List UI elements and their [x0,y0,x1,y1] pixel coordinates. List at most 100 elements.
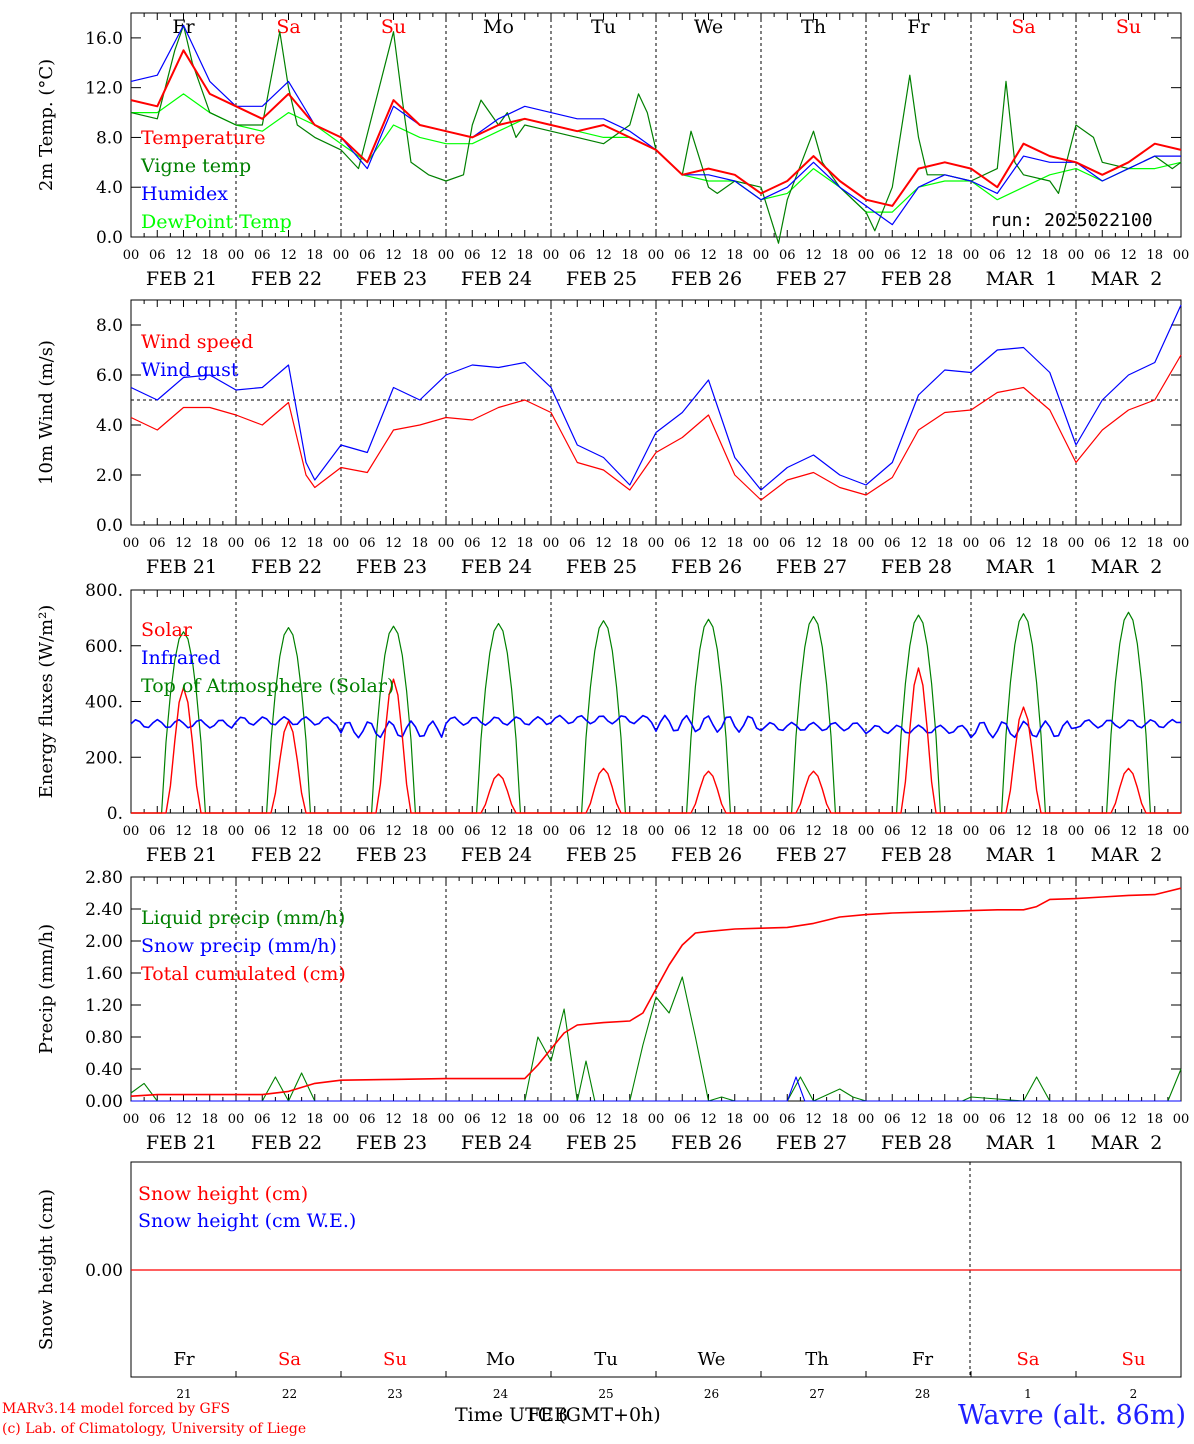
hour-tick-label: 00 [753,248,770,263]
legend-solar: Solar [141,619,193,641]
hour-tick-label: 18 [1146,248,1163,263]
date-label: FEB 25 [566,1132,637,1154]
y-tick-label: 8.0 [96,316,123,336]
hour-tick-label: 18 [831,824,848,839]
hour-tick-label: 00 [753,824,770,839]
hour-tick-label: 12 [805,824,822,839]
y-tick-label: 12.0 [85,79,123,99]
hour-tick-label: 18 [726,536,743,551]
date-label: FEB 25 [566,268,637,290]
hour-tick-label: 18 [726,824,743,839]
y-tick-label: 16.0 [85,29,123,49]
time-axis-label: Time UTC (GMT+0h) FEB [455,1404,661,1426]
hour-tick-label: 06 [359,1112,376,1127]
hour-tick-label: 06 [1094,536,1111,551]
hour-tick-label: 00 [123,824,140,839]
hour-tick-label: 12 [490,536,507,551]
footer-copyright: (c) Lab. of Climatology, University of L… [2,1421,307,1437]
date-label: FEB 25 [566,556,637,578]
panel-1 [130,12,1182,238]
hour-tick-label: 18 [621,1112,638,1127]
hour-tick-label: 18 [1041,536,1058,551]
day-name-label: Sa [1011,16,1035,38]
date-label: FEB 27 [776,556,847,578]
y-tick-label: 400. [85,693,123,713]
y-tick-label: 800. [85,581,123,601]
date-label: FEB 23 [356,1132,427,1154]
date-label: FEB 22 [251,844,322,866]
hour-tick-label: 12 [1120,536,1137,551]
snow-day-number: 24 [493,1387,509,1401]
hour-tick-label: 12 [700,248,717,263]
hour-tick-label: 00 [858,1112,875,1127]
hour-tick-label: 06 [254,824,271,839]
date-label: FEB 27 [776,844,847,866]
hour-tick-label: 18 [1146,1112,1163,1127]
hour-tick-label: 00 [123,248,140,263]
hour-tick-label: 18 [831,248,848,263]
hour-tick-label: 00 [963,248,980,263]
hour-tick-label: 18 [411,248,428,263]
hour-tick-label: 12 [490,824,507,839]
day-name-label: Fr [907,16,930,38]
hour-tick-label: 06 [779,536,796,551]
hour-tick-label: 12 [700,824,717,839]
hour-tick-label: 18 [1146,536,1163,551]
hour-tick-label: 18 [621,248,638,263]
hour-tick-label: 00 [228,824,245,839]
date-label: FEB 28 [881,556,952,578]
date-label: MAR 1 [986,268,1058,290]
date-label: FEB 23 [356,268,427,290]
hour-tick-label: 00 [1068,536,1085,551]
hour-tick-label: 12 [1015,824,1032,839]
legend-snow-precip-mm-h-: Snow precip (mm/h) [141,935,337,957]
hour-tick-label: 00 [1068,1112,1085,1127]
legend-wind-speed: Wind speed [141,331,253,353]
legend-vigne-temp: Vigne temp [140,155,251,177]
hour-tick-label: 00 [228,536,245,551]
legend-snow-height-cm-: Snow height (cm) [138,1183,308,1205]
hour-tick-label: 06 [254,248,271,263]
hour-tick-label: 00 [123,1112,140,1127]
hour-tick-label: 12 [385,536,402,551]
hour-tick-label: 12 [175,824,192,839]
hour-tick-label: 00 [543,536,560,551]
date-label: FEB 28 [881,844,952,866]
snow-day-name: Sa [1016,1349,1039,1370]
day-name-label: Th [801,16,826,38]
date-label: FEB 22 [251,1132,322,1154]
hour-tick-label: 12 [1015,536,1032,551]
hour-tick-label: 12 [595,536,612,551]
hour-tick-label: 06 [884,248,901,263]
hour-tick-label: 12 [805,536,822,551]
y-axis-label: Snow height (cm) [36,1189,57,1350]
footer-credit: MARv3.14 model forced by GFS (c) Lab. of… [2,1399,306,1439]
date-label: FEB 26 [671,556,742,578]
hour-tick-label: 00 [1173,536,1190,551]
hour-tick-label: 18 [516,1112,533,1127]
hour-tick-label: 18 [411,824,428,839]
hour-tick-label: 06 [359,824,376,839]
legend-liquid-precip-mm-h-: Liquid precip (mm/h) [141,907,345,929]
hour-tick-label: 06 [569,536,586,551]
hour-tick-label: 06 [149,248,166,263]
y-tick-label: 4.0 [96,178,123,198]
time-axis-overlay: FEB [527,1404,569,1426]
hour-tick-label: 06 [464,824,481,839]
hour-tick-label: 18 [411,536,428,551]
legend-snow-height-cm-w-e-: Snow height (cm W.E.) [138,1210,356,1232]
hour-tick-label: 12 [1015,248,1032,263]
hour-tick-label: 00 [543,248,560,263]
hour-tick-label: 18 [726,248,743,263]
hour-tick-label: 12 [595,824,612,839]
y-axis-label: 2m Temp. (°C) [36,59,57,191]
hour-tick-label: 00 [963,1112,980,1127]
hour-tick-label: 06 [674,536,691,551]
hour-tick-label: 00 [333,536,350,551]
station-label: Wavre (alt. 86m) [958,1400,1186,1431]
hour-tick-label: 12 [805,248,822,263]
date-label: FEB 27 [776,268,847,290]
date-label: FEB 24 [461,1132,532,1154]
hour-tick-label: 00 [648,248,665,263]
